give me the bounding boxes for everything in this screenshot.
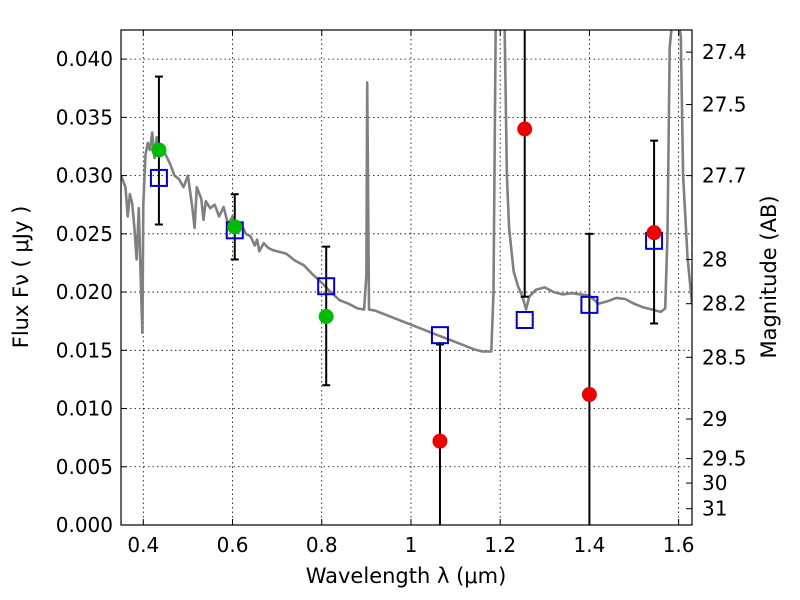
model-flux-square	[515, 311, 534, 330]
observed-flux-point-red	[581, 387, 597, 403]
model-flux-square	[149, 168, 168, 187]
x-tick-label: 0.4	[127, 533, 159, 557]
plot-area	[121, 30, 692, 525]
observed-flux-point-green	[151, 142, 167, 158]
grid	[121, 30, 692, 526]
magnitude-tick-label: 27.5	[702, 93, 747, 117]
x-tick-label: 1.4	[573, 533, 605, 557]
plot-frame	[120, 29, 693, 526]
magnitude-tick-label: 28.2	[702, 292, 747, 316]
y-axis-label: Flux Fν ( μJy )	[9, 206, 33, 349]
y-tick-label: 0.000	[56, 513, 113, 537]
x-tick-label: 1.2	[484, 533, 516, 557]
y-tick-label: 0.030	[56, 164, 113, 188]
observed-flux-point-green	[318, 309, 334, 325]
observed-flux-point-red	[646, 225, 662, 241]
observed-flux-point-green	[227, 219, 243, 235]
magnitude-tick-label: 30	[702, 471, 727, 495]
y-tick-label: 0.015	[56, 338, 113, 362]
magnitude-tick-label: 28.5	[702, 345, 747, 369]
y-tick-label: 0.005	[56, 455, 113, 479]
y-tick-label: 0.035	[56, 105, 113, 129]
model-flux-square	[317, 277, 336, 296]
y-tick-label: 0.010	[56, 397, 113, 421]
error-bar	[585, 232, 594, 525]
model-flux-square	[580, 295, 599, 314]
magnitude-tick-label: 28	[702, 247, 727, 271]
magnitude-tick-label: 27.4	[702, 40, 747, 64]
observed-flux-point-red	[432, 433, 448, 449]
y-tick-label: 0.040	[56, 47, 113, 71]
magnitude-tick-label: 29	[702, 407, 727, 431]
y-tick-label: 0.025	[56, 222, 113, 246]
x-tick-label: 0.6	[217, 533, 249, 557]
x-tick-label: 0.8	[306, 533, 338, 557]
y-tick-label: 0.020	[56, 280, 113, 304]
magnitude-tick-label: 31	[702, 497, 727, 521]
magnitude-tick-label: 27.7	[702, 164, 747, 188]
axis-ticks: 0.4 0.6 0.8 1 1.2 1.4 1.6 0.000 0.005 0.010 0.015 0…	[56, 30, 747, 557]
model-flux-square	[430, 326, 449, 345]
x-tick-label: 1.6	[663, 533, 695, 557]
x-axis-label: Wavelength λ (μm)	[306, 564, 507, 588]
x-tick-label: 1	[405, 533, 418, 557]
magnitude-tick-label: 29.5	[702, 447, 747, 471]
error-bar	[520, 30, 529, 298]
right-axis-label: Magnitude (AB)	[757, 195, 781, 358]
observed-flux-point-red	[517, 121, 533, 137]
